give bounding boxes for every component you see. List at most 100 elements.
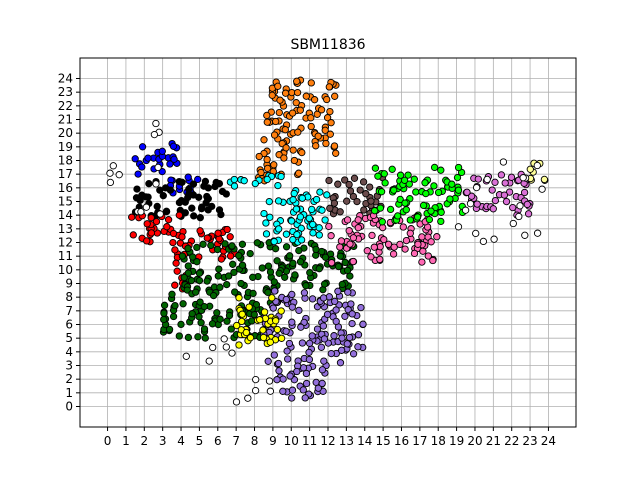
data-point: [129, 214, 135, 220]
data-point: [224, 226, 230, 232]
y-tick-label: 1: [65, 386, 73, 400]
x-tick-label: 16: [394, 434, 409, 448]
data-point: [294, 368, 300, 374]
data-point: [161, 310, 167, 316]
data-point: [296, 247, 302, 253]
x-tick-label: 12: [320, 434, 335, 448]
data-point: [294, 231, 300, 237]
data-point: [310, 221, 316, 227]
data-point: [190, 181, 196, 187]
data-point: [379, 219, 385, 225]
data-point: [273, 318, 279, 324]
data-point: [303, 93, 309, 99]
data-point: [389, 166, 395, 172]
data-point: [391, 244, 397, 250]
data-point: [256, 153, 262, 159]
data-point: [447, 196, 453, 202]
data-point: [349, 320, 355, 326]
data-point: [367, 184, 373, 190]
data-point: [289, 319, 295, 325]
data-point: [179, 253, 185, 259]
data-point: [290, 147, 296, 153]
x-tick-label: 4: [177, 434, 185, 448]
data-point: [196, 270, 202, 276]
data-point: [320, 323, 326, 329]
data-point: [484, 176, 490, 182]
data-point: [455, 164, 461, 170]
data-point: [449, 181, 455, 187]
data-point: [328, 233, 334, 239]
data-point: [331, 200, 337, 206]
data-point: [351, 175, 357, 181]
y-tick-label: 4: [65, 345, 73, 359]
data-point: [524, 201, 530, 207]
data-point: [173, 260, 179, 266]
data-point: [278, 308, 284, 314]
y-tick-label: 3: [65, 359, 73, 373]
x-tick-label: 21: [486, 434, 501, 448]
data-point: [322, 217, 328, 223]
data-point: [369, 232, 375, 238]
data-point: [239, 241, 245, 247]
data-point: [342, 259, 348, 265]
data-point: [273, 118, 279, 124]
data-point: [321, 336, 327, 342]
data-point: [372, 208, 378, 214]
data-point: [196, 314, 202, 320]
y-tick-label: 12: [58, 236, 73, 250]
data-point: [539, 186, 545, 192]
data-point: [289, 110, 295, 116]
data-point: [337, 244, 343, 250]
data-point: [401, 177, 407, 183]
data-point: [344, 267, 350, 273]
data-point: [264, 119, 270, 125]
data-point: [172, 282, 178, 288]
data-point: [284, 348, 290, 354]
data-point: [245, 395, 251, 401]
data-point: [271, 352, 277, 358]
data-point: [431, 183, 437, 189]
data-point: [327, 131, 333, 137]
data-point: [326, 223, 332, 229]
data-point: [259, 265, 265, 271]
data-point: [420, 202, 426, 208]
data-point: [200, 241, 206, 247]
data-point: [337, 253, 343, 259]
data-point: [317, 189, 323, 195]
data-point: [247, 250, 253, 256]
data-point: [402, 200, 408, 206]
data-point: [331, 333, 337, 339]
data-point: [206, 358, 212, 364]
data-point: [264, 156, 270, 162]
data-point: [411, 250, 417, 256]
data-point: [319, 367, 325, 373]
data-point: [229, 350, 235, 356]
y-tick-label: 23: [58, 85, 73, 99]
data-point: [216, 207, 222, 213]
data-point: [159, 148, 165, 154]
data-point: [174, 268, 180, 274]
data-point: [201, 326, 207, 332]
data-point: [163, 208, 169, 214]
data-point: [333, 318, 339, 324]
data-point: [360, 179, 366, 185]
data-point: [333, 307, 339, 313]
data-point: [196, 194, 202, 200]
data-point: [431, 164, 437, 170]
data-point: [411, 176, 417, 182]
data-point: [185, 263, 191, 269]
data-point: [282, 90, 288, 96]
data-point: [342, 313, 348, 319]
data-point: [276, 226, 282, 232]
data-point: [202, 178, 208, 184]
data-point: [188, 277, 194, 283]
data-point: [253, 376, 259, 382]
data-point: [176, 178, 182, 184]
data-point: [321, 358, 327, 364]
data-point: [430, 257, 436, 263]
data-point: [289, 304, 295, 310]
data-point: [349, 311, 355, 317]
data-point: [165, 217, 171, 223]
data-point: [296, 307, 302, 313]
